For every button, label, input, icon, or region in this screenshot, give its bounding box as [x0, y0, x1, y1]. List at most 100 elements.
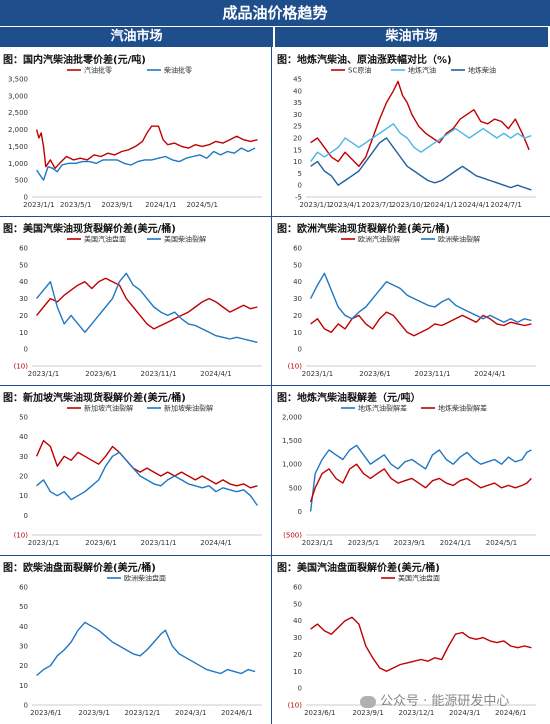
- series-line: [36, 451, 258, 506]
- x-tick-label: 2024/4/1: [474, 370, 505, 378]
- y-tick-label: 0: [24, 346, 28, 354]
- y-tick-label: 2,000: [8, 126, 28, 134]
- panel-domestic-wholesale-retail-spread: 图：国内汽柴油批零价差(元/吨) 0 500 1,000 1,500 2,000 2,50…: [0, 49, 270, 216]
- series-line: [35, 439, 258, 489]
- x-tick-label: 2023/10/1: [392, 201, 428, 209]
- chart-title: 图：欧柴油盘面裂解价差(美元/桶): [3, 563, 156, 574]
- y-tick-label: 40: [19, 433, 28, 441]
- x-tick-label: 2023/6/1: [85, 370, 116, 378]
- legend-label: 新加坡汽油裂解: [84, 404, 133, 413]
- y-tick-label: 20: [19, 662, 28, 670]
- panel-local-refinery-vs-crude-change: 图：地炼汽柴油、原油涨跌幅对比（%) -5 0 5 10 15 20 25 30 35 40 45 2…: [274, 49, 544, 216]
- y-tick-label: 1,000: [282, 461, 302, 469]
- row-divider-2: [0, 385, 550, 386]
- y-tick-label: 30: [293, 111, 302, 119]
- legend-label: 美国汽油盘面: [398, 574, 440, 583]
- x-tick-label: 2023/9/1: [78, 709, 109, 717]
- x-tick-label: 2023/1/1: [23, 201, 54, 209]
- y-tick-label: 1,000: [8, 160, 28, 168]
- x-tick-label: 2023/6/1: [30, 709, 61, 717]
- series-line: [35, 125, 258, 169]
- x-tick-label: 2023/9/1: [352, 709, 383, 717]
- legend-label: 新加坡柴油裂解: [164, 404, 213, 413]
- series-line: [310, 123, 532, 163]
- legend-label: 柴油批零: [164, 66, 192, 75]
- y-tick-label: (500): [283, 532, 302, 540]
- y-tick-label: 10: [19, 329, 28, 337]
- y-tick-label: 20: [19, 473, 28, 481]
- x-tick-label: 2024/1/1: [426, 201, 457, 209]
- y-tick-label: 10: [19, 492, 28, 500]
- x-tick-label: 2024/4/1: [200, 539, 231, 547]
- x-tick-label: 2023/9/1: [394, 539, 425, 547]
- panel-local-refinery-crack-spread: 图：地炼汽柴油裂解差（元/吨） (500) 0 500 1,000 1,500 2,000…: [274, 387, 544, 554]
- x-tick-label: 2024/3/1: [449, 709, 480, 717]
- watermark: 公众号 · 能源研发中心: [360, 690, 509, 709]
- y-tick-label: 500: [15, 177, 28, 185]
- series-line: [309, 444, 532, 512]
- chart-svg: 0 10 20 30 40 50 60 2023/6/1 2023/9/1 2023/12/1 20…: [19, 574, 262, 717]
- y-tick-label: 60: [293, 245, 302, 253]
- x-tick-label: 2023/1/1: [299, 201, 330, 209]
- y-tick-label: 3,000: [8, 92, 28, 100]
- x-tick-label: 2024/4/1: [200, 370, 231, 378]
- x-tick-label: 2024/7/1: [490, 201, 521, 209]
- y-tick-label: 2,000: [282, 414, 302, 422]
- y-tick-label: 50: [19, 603, 28, 611]
- y-tick-label: 40: [293, 617, 302, 625]
- chart-title: 图：美国汽柴油现货裂解价差(美元/桶): [3, 224, 176, 235]
- legend-label: 地炼汽油: [408, 66, 436, 75]
- x-tick-label: 2023/1/1: [302, 370, 333, 378]
- y-tick-label: (10): [288, 363, 303, 371]
- y-tick-label: -5: [295, 194, 302, 202]
- x-tick-label: 2023/12/1: [124, 709, 160, 717]
- series-line: [309, 463, 532, 503]
- series-line: [36, 277, 258, 330]
- series-line: [310, 616, 532, 672]
- chart-svg: 0 500 1,000 1,500 2,000 2,500 3,000 3,500 2023/1…: [8, 66, 262, 209]
- y-tick-label: 500: [289, 484, 302, 492]
- y-tick-label: 0: [24, 194, 28, 202]
- x-tick-label: 2023/12/1: [398, 709, 434, 717]
- panel-europe-diesel-futures-crack: 图：欧柴油盘面裂解价差(美元/桶) 0 10 20 30 40 50 60 2023/6/1 2…: [0, 557, 270, 724]
- y-tick-label: 40: [293, 278, 302, 286]
- y-tick-label: 50: [19, 261, 28, 269]
- y-tick-label: (10): [14, 532, 29, 540]
- y-tick-label: 5: [298, 170, 302, 178]
- y-tick-label: 10: [19, 682, 28, 690]
- y-tick-label: 60: [19, 245, 28, 253]
- chart-title: 图：国内汽柴油批零价差(元/吨): [3, 55, 146, 66]
- y-tick-label: 20: [293, 312, 302, 320]
- legend-label: 欧洲柴油盘面: [124, 574, 166, 583]
- y-tick-label: 20: [293, 651, 302, 659]
- x-tick-label: 2023/1/1: [28, 539, 59, 547]
- y-tick-label: (10): [14, 363, 29, 371]
- y-tick-label: 50: [293, 600, 302, 608]
- x-tick-label: 2023/7/1: [362, 201, 393, 209]
- y-tick-label: 35: [293, 99, 302, 107]
- left-section-header: 汽油市场: [0, 27, 273, 47]
- y-tick-label: 3,500: [8, 76, 28, 84]
- series-line: [310, 311, 532, 337]
- legend-label: 汽油批零: [84, 66, 112, 75]
- x-tick-label: 2024/6/1: [495, 709, 526, 717]
- x-tick-label: 2024/4/1: [458, 201, 489, 209]
- y-tick-label: 0: [298, 685, 302, 693]
- legend-label: 地炼柴油: [468, 66, 496, 75]
- y-tick-label: 50: [293, 261, 302, 269]
- legend-label: 地炼汽油裂解差: [358, 404, 407, 413]
- y-tick-label: 30: [19, 453, 28, 461]
- legend-label: 欧洲汽油裂解: [358, 235, 400, 244]
- x-tick-label: 2023/11/1: [415, 370, 451, 378]
- series-line: [36, 621, 256, 677]
- x-tick-label: 2023/6/1: [304, 709, 335, 717]
- legend-label: SC原油: [348, 66, 371, 75]
- page-banner-title: 成品油价格趋势: [0, 0, 550, 26]
- y-tick-label: 20: [293, 135, 302, 143]
- x-tick-label: 2023/9/1: [101, 201, 132, 209]
- watermark-text: 公众号 · 能源研发中心: [380, 694, 510, 709]
- y-tick-label: 30: [293, 634, 302, 642]
- wechat-icon: [360, 695, 376, 708]
- y-tick-label: 40: [293, 87, 302, 95]
